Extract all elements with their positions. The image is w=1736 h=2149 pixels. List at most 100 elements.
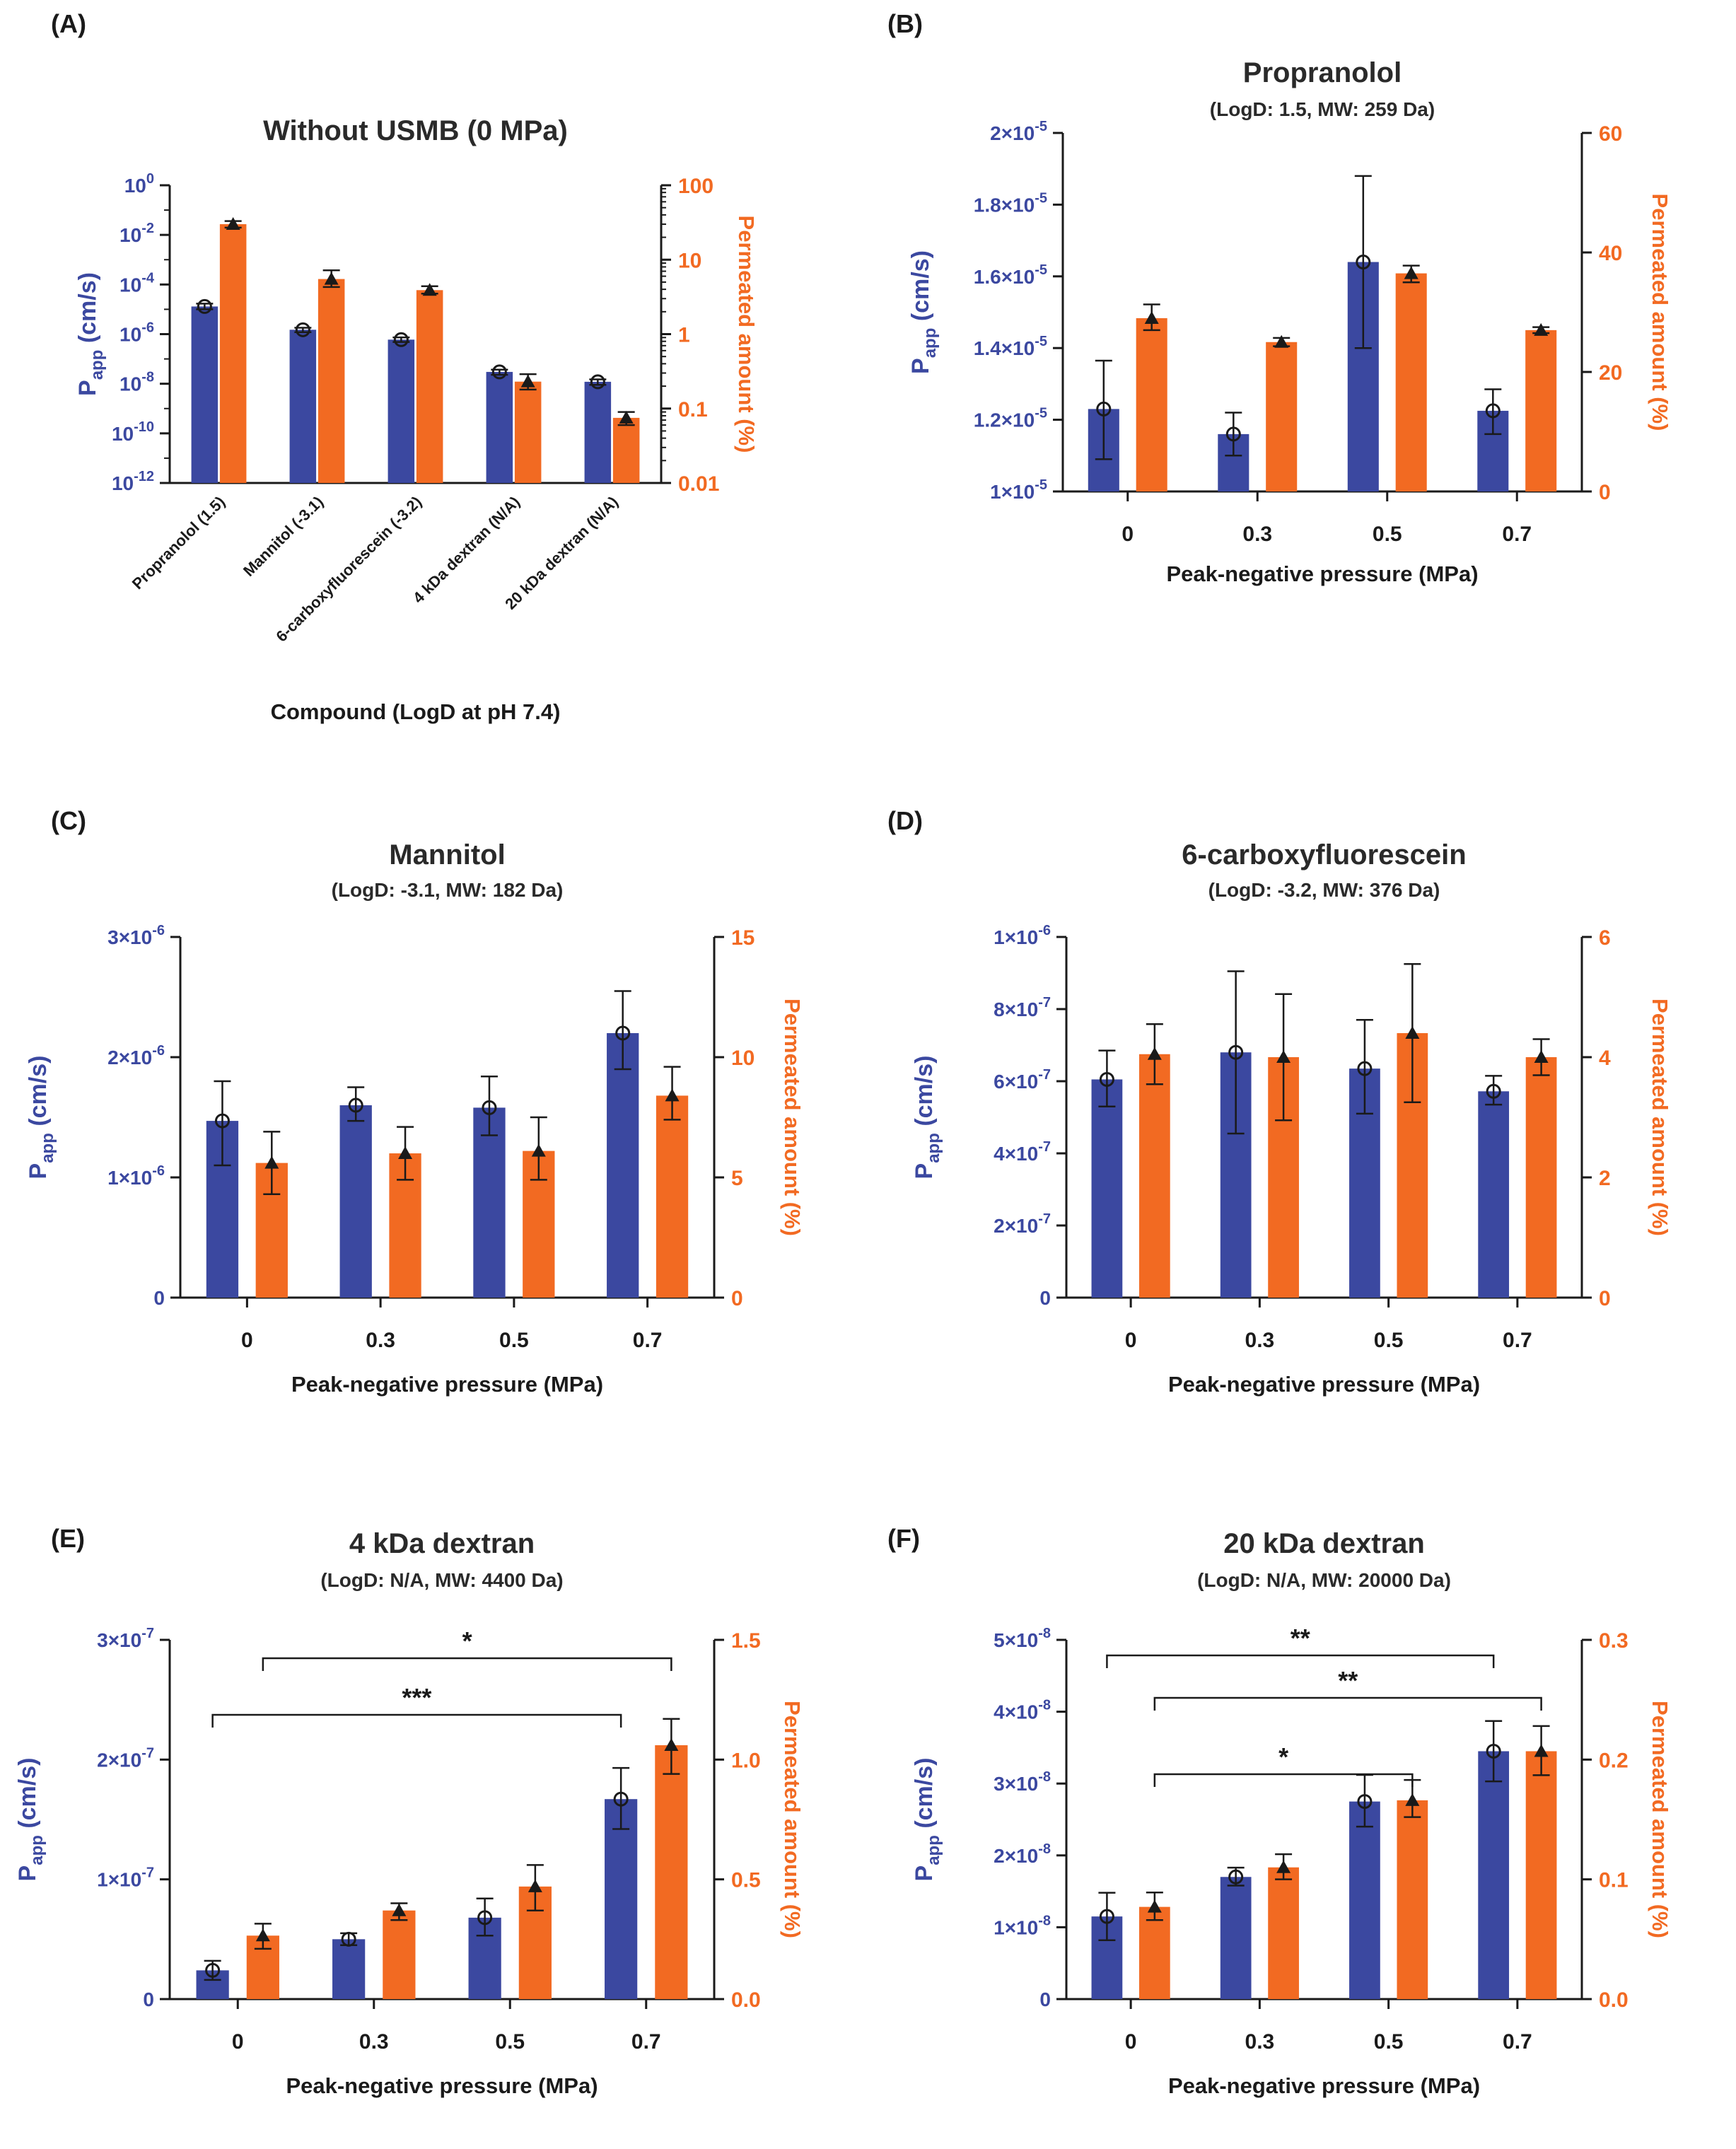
right-axis-label: Permeated amount (%) <box>734 216 759 453</box>
x-axis-label: Peak-negative pressure (MPa) <box>1168 1372 1480 1397</box>
data-point-triangle <box>1534 1050 1549 1063</box>
data-point-circle <box>613 1791 629 1807</box>
left-tick-label: 1.8×10-5 <box>974 190 1047 216</box>
bar-permeated <box>1397 1800 1428 1999</box>
data-point-triangle <box>1276 1050 1291 1063</box>
left-tick-label: 3×10-8 <box>994 1769 1051 1795</box>
chart-subtitle: (LogD: 1.5, MW: 259 Da) <box>1210 98 1435 120</box>
left-tick-label: 1×10-7 <box>97 1865 154 1891</box>
chart-panel-a: (A)Without USMB (0 MPa)10010-210-410-610… <box>51 9 759 724</box>
category-label: Mannitol (-3.1) <box>240 493 327 580</box>
left-tick-label: 100 <box>124 171 154 197</box>
panel-label: (A) <box>51 9 86 38</box>
chart-panel-d: (D) 6-carboxyfluorescein (LogD: -3.2, MW: … <box>887 806 1672 1397</box>
right-tick-label: 20 <box>1599 361 1622 385</box>
right-tick-label: 10 <box>731 1047 755 1070</box>
right-tick-label: 0 <box>731 1287 743 1310</box>
data-point-circle <box>491 364 507 380</box>
chart-subtitle: (LogD: -3.1, MW: 182 Da) <box>332 879 564 901</box>
data-point-circle <box>1099 1909 1114 1924</box>
data-point-triangle <box>264 1155 279 1169</box>
right-tick-label: 60 <box>1599 122 1622 146</box>
category-label: 0.7 <box>1503 1329 1532 1352</box>
category-label: 0 <box>1125 2030 1137 2054</box>
significance-label: ** <box>1338 1666 1358 1695</box>
data-point-circle <box>1099 1071 1114 1087</box>
left-axis-label: Papp (cm/s) <box>907 250 940 374</box>
left-tick-label: 1×10-8 <box>994 1913 1051 1938</box>
chart-subtitle: (LogD: N/A, MW: 4400 Da) <box>320 1569 563 1591</box>
chart-title: Without USMB (0 MPa) <box>263 115 568 146</box>
data-point-circle <box>1357 1061 1373 1076</box>
category-label: 0 <box>1122 523 1134 546</box>
data-point-triangle <box>619 410 634 424</box>
bar-permeated <box>656 1095 689 1298</box>
chart-panel-f: (F) 20 kDa dextran (LogD: N/A, MW: 20000 D… <box>887 1524 1672 2098</box>
left-tick-label: 10-12 <box>112 469 154 494</box>
bar-papp <box>388 339 415 483</box>
right-tick-label: 0.0 <box>1599 1988 1629 2012</box>
data-point-triangle <box>1534 1744 1549 1757</box>
left-axis-label: Papp (cm/s) <box>74 272 107 396</box>
left-tick-label: 1.2×10-5 <box>974 406 1047 431</box>
chart-subtitle: (LogD: -3.2, MW: 376 Da) <box>1208 879 1440 901</box>
data-point-circle <box>341 1931 356 1947</box>
x-axis-label: Peak-negative pressure (MPa) <box>1166 561 1478 586</box>
left-axis-label: Papp (cm/s) <box>911 1758 943 1882</box>
data-point-triangle <box>1147 1899 1162 1913</box>
significance-bracket <box>211 1713 622 1728</box>
significance-label: *** <box>402 1683 431 1712</box>
bar-permeated <box>655 1745 688 1999</box>
left-tick-label: 0 <box>1039 1287 1051 1309</box>
data-point-triangle <box>1405 1026 1420 1039</box>
bar-papp <box>584 381 612 483</box>
right-tick-label: 0.1 <box>678 398 708 421</box>
data-point-triangle <box>665 1088 680 1102</box>
right-tick-label: 2 <box>1599 1167 1611 1190</box>
data-point-circle <box>1225 426 1241 442</box>
left-tick-label: 0 <box>143 1988 154 2010</box>
bar-permeated <box>1266 342 1298 491</box>
left-tick-label: 8×10-7 <box>994 995 1051 1020</box>
significance-label: * <box>1278 1742 1288 1771</box>
data-point-circle <box>615 1025 631 1041</box>
x-axis-label: Peak-negative pressure (MPa) <box>1168 2073 1480 2098</box>
data-point-triangle <box>531 1143 546 1157</box>
bar-permeated <box>1395 273 1427 491</box>
data-point-triangle <box>1276 1860 1291 1873</box>
right-axis-label: Permeated amount (%) <box>1648 1701 1672 1938</box>
data-point-circle <box>590 374 605 390</box>
left-tick-label: 1.4×10-5 <box>974 334 1047 359</box>
data-point-circle <box>214 1113 230 1129</box>
category-label: 0.5 <box>1373 523 1402 546</box>
category-label: 0.3 <box>366 1329 395 1352</box>
chart-panel-b: (B) Propranolol (LogD: 1.5, MW: 259 Da) 2×1… <box>887 9 1672 586</box>
right-tick-label: 0.01 <box>678 472 719 496</box>
left-tick-label: 2×10-5 <box>990 119 1047 144</box>
data-point-triangle <box>1405 1793 1420 1806</box>
left-tick-label: 6×10-7 <box>994 1067 1051 1093</box>
data-point-circle <box>197 298 212 314</box>
bar-permeated <box>1138 1906 1170 1999</box>
category-label: 0.5 <box>499 1329 529 1352</box>
chart-panel-c: (C) Mannitol (LogD: -3.1, MW: 182 Da) 3×10-… <box>25 806 805 1397</box>
data-point-triangle <box>226 217 240 231</box>
category-label: 0 <box>1125 1329 1137 1352</box>
bar-papp <box>339 1105 372 1298</box>
bar-permeated <box>383 1910 416 1999</box>
left-tick-label: 2×10-7 <box>97 1745 154 1771</box>
data-point-triangle <box>422 283 437 296</box>
data-point-triangle <box>1534 322 1549 336</box>
left-tick-label: 3×10-7 <box>97 1626 154 1651</box>
data-point-circle <box>1096 401 1112 417</box>
right-axis-label: Permeated amount (%) <box>1648 998 1672 1236</box>
data-point-circle <box>295 322 310 337</box>
data-point-circle <box>482 1100 497 1115</box>
bar-papp <box>191 306 219 483</box>
bar-papp <box>486 371 513 483</box>
data-point-circle <box>205 1962 221 1978</box>
bar-permeated <box>219 224 247 483</box>
data-point-circle <box>1228 1044 1244 1060</box>
chart-title: 4 kDa dextran <box>349 1528 535 1559</box>
